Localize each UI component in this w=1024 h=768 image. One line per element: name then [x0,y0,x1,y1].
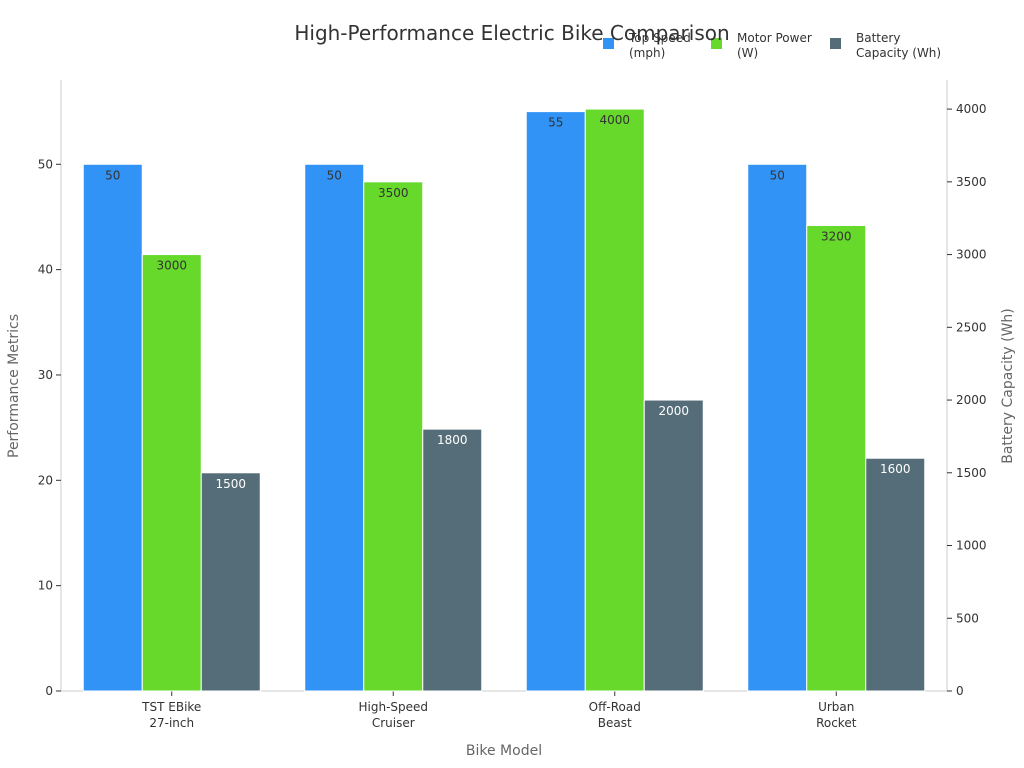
bar[interactable] [82,163,143,692]
bar-value-label: 2000 [658,404,689,418]
x-tick-label: Off-Road Beast [589,700,641,730]
legend-label: Motor Power (W) [737,31,812,60]
legend-label: Battery Capacity (Wh) [856,31,941,60]
bar[interactable] [422,428,483,692]
bar[interactable] [525,111,586,692]
y-axis-label: Performance Metrics [6,314,22,458]
x-tick-label: TST EBike 27-inch [141,700,201,730]
y-tick-label: 0 [45,684,53,698]
bar[interactable] [643,399,704,692]
bar-value-label: 3000 [156,259,187,273]
y2-axis-label: Battery Capacity (Wh) [1000,308,1016,464]
bar[interactable] [584,108,645,692]
x-axis-label: Bike Model [466,743,542,759]
bar[interactable] [363,181,424,692]
bar[interactable] [747,163,808,692]
data-labels-layer: 50 3000 1500 50 3500 1800 55 4000 2000 50 3200 1600 [105,113,910,491]
y-tick-label: 20 [38,473,53,487]
y2-tick-label: 3000 [956,248,987,262]
bar-value-label: 1600 [880,462,911,476]
legend-swatch [711,38,722,49]
legend: Top Speed (mph) Motor Power (W) Battery Capac… [603,31,941,60]
y2-tick-label: 3500 [956,175,987,189]
y-tick-label: 30 [38,368,53,382]
legend-swatch [603,38,614,49]
x-tick-label: High-Speed Cruiser [358,700,428,730]
bar-value-label: 3500 [378,186,409,200]
bar-value-label: 3200 [821,229,852,243]
y-tick-label: 10 [38,579,53,593]
bar[interactable] [141,254,202,692]
y-tick-label: 40 [38,263,53,277]
y2-tick-label: 4000 [956,102,987,116]
bar-value-label: 55 [548,116,563,130]
bar-value-label: 50 [105,168,120,182]
chart-title: High-Performance Electric Bike Compariso… [294,21,729,45]
y2-tick-label: 2000 [956,393,987,407]
x-tick-label: Urban Rocket [816,700,857,730]
legend-swatch [830,38,841,49]
y2-tick-label: 500 [956,611,979,625]
bar-value-label: 1800 [437,433,468,447]
bars-layer [82,108,926,692]
bar[interactable] [806,224,867,692]
bar-value-label: 4000 [599,113,630,127]
y2-tick-label: 0 [956,684,964,698]
y2-tick-label: 1000 [956,539,987,553]
bar[interactable] [304,163,365,692]
legend-label: Top Speed (mph) [628,31,691,60]
y2-tick-label: 2500 [956,320,987,334]
bar-value-label: 1500 [215,477,246,491]
bar-value-label: 50 [327,168,342,182]
y2-tick-label: 1500 [956,466,987,480]
y-tick-label: 50 [38,157,53,171]
bar[interactable] [200,472,261,692]
bar[interactable] [865,457,926,692]
bar-value-label: 50 [770,168,785,182]
